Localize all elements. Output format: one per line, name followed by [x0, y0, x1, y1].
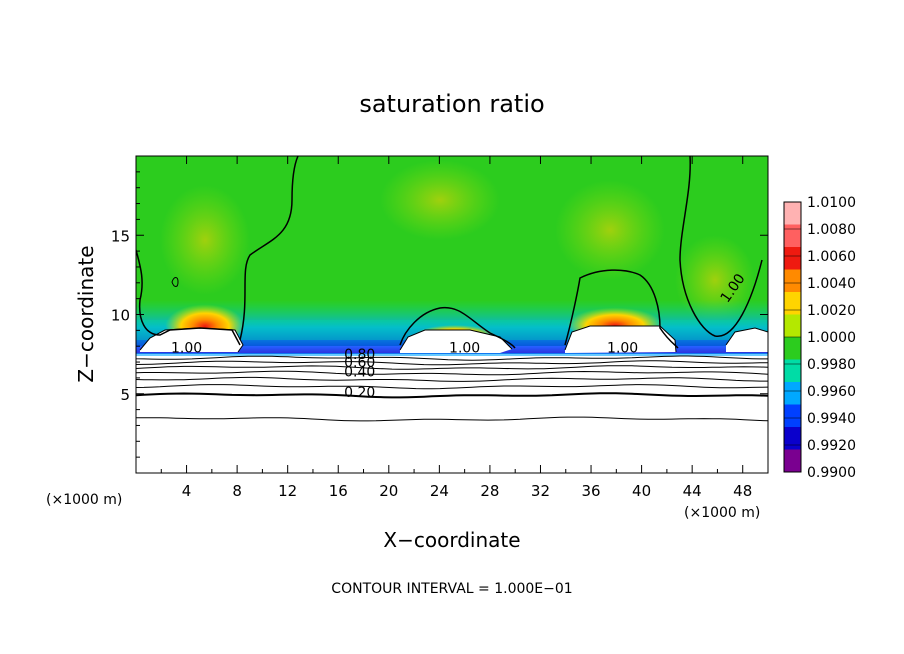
colorbar-label: 1.0060: [807, 249, 856, 265]
y-tick-label: 5: [120, 386, 130, 404]
colorbar-segment: [784, 292, 801, 315]
contour-level-line: [136, 392, 768, 399]
colorbar-segment: [784, 202, 801, 225]
contour-label: 1.00: [607, 341, 638, 357]
colorbar-label: 0.9920: [807, 438, 856, 454]
colorbar-segment: [784, 224, 801, 248]
colorbar-segment: [784, 382, 801, 405]
contour-small-blob: [171, 277, 179, 287]
colorbar-label: 1.0080: [807, 222, 856, 238]
cloud-white-3: [565, 326, 676, 353]
contour-1-00-mid: [399, 306, 516, 349]
x-tick-label: 16: [329, 482, 348, 500]
y-tick-label: 15: [111, 227, 130, 245]
y-axis-label: Z−coordinate: [74, 245, 98, 382]
x-tick-label: 36: [581, 482, 600, 500]
x-tick-label: 8: [232, 482, 242, 500]
colorbar-segment: [784, 269, 801, 293]
contour-1-00-right-cap: [564, 269, 679, 349]
contour-level-line: [136, 376, 768, 382]
colorbar-label: 0.9900: [807, 465, 856, 481]
cloud-white-1: [140, 328, 243, 352]
x-tick-label: 44: [683, 482, 702, 500]
field-soft-warm-2: [380, 160, 500, 240]
contour-levels: [136, 355, 768, 422]
colorbar-label: 0.9940: [807, 411, 856, 427]
x-axis-ticks: 4 8 12 16 20 24 28 32 36 40 44 48: [160, 156, 752, 500]
contour-label: 0.80: [344, 347, 375, 363]
colorbar-segment: [784, 314, 801, 338]
contour-label: 0.20: [344, 385, 375, 401]
x-tick-label: 24: [430, 482, 449, 500]
contour-level-line: [136, 370, 768, 376]
colorbar-segment: [784, 359, 801, 383]
cloud-white-2: [400, 330, 512, 353]
contour-level-line: [136, 355, 768, 361]
colorbar-segment: [784, 427, 801, 450]
contour-cloud-1-outline: [139, 327, 244, 353]
x-tick-label: 12: [278, 482, 297, 500]
contour-1-00-left: [136, 249, 241, 346]
contour-cloud-4-outline: [725, 327, 768, 346]
contour-level-line: [136, 416, 768, 422]
x-tick-label: 40: [632, 482, 651, 500]
colorbar-segment: [784, 337, 801, 360]
contour-cloud-2-outline: [399, 329, 513, 351]
y-axis-ticks: 5 10 15: [111, 171, 768, 458]
contour-label: 1.00: [449, 341, 480, 357]
field-soft-warm-3: [555, 180, 665, 280]
x-tick-label: 28: [480, 482, 499, 500]
contour-1-00-tower-1: [239, 156, 299, 341]
bottom-band: [136, 353, 768, 356]
contour-1-00-far-right: [679, 156, 763, 337]
contour-level-line: [136, 365, 768, 370]
x-tick-label: 32: [531, 482, 550, 500]
chart-title: saturation ratio: [359, 90, 544, 118]
colorbar-segment: [784, 404, 801, 428]
y-tick-label: 10: [111, 307, 130, 325]
colorbar-label: 1.0040: [807, 276, 856, 292]
contour-label: 1.00: [171, 341, 202, 357]
colorbar-label: 1.0100: [807, 195, 856, 211]
contour-level-line: [136, 360, 768, 366]
x-tick-label: 48: [733, 482, 752, 500]
field-soft-warm-1: [160, 185, 250, 295]
colorbar: 1.0100 1.0080 1.0060 1.0040 1.0020 1.0000 0.99…: [783, 195, 856, 481]
cloud-white-4: [726, 328, 768, 352]
contour-interval-note: CONTOUR INTERVAL = 1.000E−01: [331, 581, 572, 597]
lower-dry-region: [136, 354, 768, 473]
x-tick-label: 4: [182, 482, 192, 500]
x-unit-right: (×1000 m): [684, 505, 760, 521]
plot-area: [136, 156, 768, 473]
colorbar-label: 1.0020: [807, 303, 856, 319]
colorbar-label: 0.9980: [807, 357, 856, 373]
colorbar-label: 1.0000: [807, 330, 856, 346]
colorbar-segment: [784, 449, 801, 473]
contour-label: 0.40: [344, 364, 375, 380]
x-tick-label: 20: [379, 482, 398, 500]
colorbar-label: 0.9960: [807, 384, 856, 400]
contour-cloud-3-outline: [564, 325, 677, 353]
contour-label: 0.60: [344, 355, 375, 371]
colorbar-segment: [784, 247, 801, 270]
contour-level-line: [136, 384, 768, 390]
x-unit-left: (×1000 m): [46, 492, 122, 508]
x-axis-label: X−coordinate: [383, 528, 520, 552]
